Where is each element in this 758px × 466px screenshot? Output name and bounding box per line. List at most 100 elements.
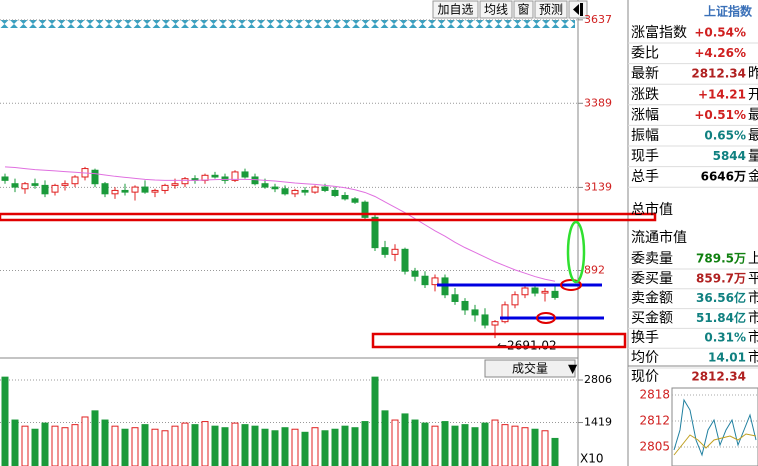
toolbar-button[interactable]: [432, 0, 479, 19]
volume-bar: [171, 425, 179, 466]
volume-bar: [201, 421, 209, 466]
volume-bar: [411, 419, 419, 466]
candle-body: [21, 183, 29, 190]
toolbar: 加自选 均线窗预测: [432, 0, 588, 19]
plot: 3637 3389 3139 892 ←2691.02 2806 1419: [0, 13, 612, 466]
row-value: 0.65%: [704, 129, 746, 143]
row-value: +0.51%: [694, 108, 746, 122]
indicator-button[interactable]: [484, 359, 576, 378]
row-value: 36.56亿: [696, 290, 746, 305]
row-label: 均价: [631, 350, 659, 366]
volume-bar: [231, 422, 239, 466]
volume-bar: [191, 424, 199, 466]
candle-body: [241, 171, 249, 178]
annotation-ellipse: [536, 312, 556, 324]
candle-body: [451, 294, 459, 302]
candle-body: [521, 287, 529, 296]
candle-body: [501, 304, 509, 323]
y-tick-label: 3139: [584, 180, 612, 193]
y-tick-label: 1419: [584, 416, 612, 429]
volume-bar: [391, 419, 399, 466]
candle-body: [301, 189, 309, 193]
row-tail: 市: [748, 329, 758, 346]
candle-body: [1, 176, 9, 181]
panel-title: 上证指数: [704, 4, 753, 19]
row-label: 委买量: [631, 271, 673, 287]
toolbar-button[interactable]: [513, 0, 534, 19]
candle-body: [111, 189, 119, 195]
candle-body: [41, 184, 49, 195]
row-tail: 金: [748, 169, 758, 185]
candle-body: [331, 189, 339, 196]
mini-tick-label: 2812: [639, 414, 670, 428]
row-value: 789.5万: [696, 252, 746, 266]
toolbar-label: 加自选: [437, 3, 473, 17]
candle-body: [61, 183, 69, 186]
dropdown-arrow: ▼: [568, 362, 578, 376]
row-value: 51.84亿: [696, 310, 746, 325]
toolbar-label: 预测: [539, 3, 563, 17]
y-tick-label: 892: [584, 264, 605, 277]
candle-body: [401, 248, 409, 272]
volume-bar: [21, 425, 29, 466]
volume-bar: [521, 427, 529, 466]
row-value: 6646万: [701, 170, 746, 184]
volume-bar: [471, 427, 479, 466]
candle-body: [141, 186, 149, 193]
signal-row: [405, 20, 575, 28]
volume-bar: [61, 427, 69, 466]
candle-body: [321, 186, 329, 191]
mini-tick-label: 2805: [639, 440, 670, 454]
row-label: 振幅: [631, 128, 659, 144]
price-value: 2812.34: [691, 370, 746, 384]
row-tail: 上: [748, 251, 758, 267]
candle-body: [71, 176, 79, 185]
volume-bar: [71, 424, 79, 466]
row-tail: 最: [748, 107, 758, 123]
volume-bar: [441, 421, 449, 466]
volume-bar: [101, 419, 109, 466]
volume-bar: [261, 428, 269, 466]
candle-body: [481, 314, 489, 326]
candle-body: [131, 186, 139, 193]
volume-unit: X10: [580, 452, 604, 466]
volume-bar: [551, 437, 559, 466]
indicator-label: 成交量: [512, 361, 548, 376]
volume-bar: [271, 430, 279, 466]
candle-body: [11, 183, 19, 188]
volume-bar: [41, 422, 49, 466]
candle-body: [211, 174, 219, 178]
volume-bar: [141, 424, 149, 466]
volume-bar: [241, 424, 249, 466]
row-label: 买金额: [631, 310, 673, 326]
row-tail: 平: [748, 271, 758, 287]
candle-body: [511, 294, 519, 306]
volume-bar: [351, 427, 359, 466]
volume-bar: [131, 427, 139, 466]
volume-bar: [281, 427, 289, 466]
candle-body: [31, 183, 39, 186]
row-tail: 昨: [748, 66, 758, 82]
candle-body: [341, 194, 349, 200]
volume-bar: [541, 430, 549, 466]
candle-body: [551, 290, 559, 298]
volume-bar: [371, 376, 379, 466]
toolbar-button[interactable]: [534, 0, 568, 19]
candle-body: [471, 309, 479, 316]
low-label: ←2691.02: [497, 339, 557, 353]
candle-body: [161, 184, 169, 191]
row-label: 总手: [631, 169, 659, 185]
toolbar-button[interactable]: [479, 0, 513, 19]
row-label: 涨跌: [631, 87, 659, 103]
row-label: 换手: [631, 329, 659, 346]
row-value: 0.31%: [704, 331, 746, 345]
volume-bar: [381, 410, 389, 466]
candle-body: [431, 277, 439, 286]
candle-body: [261, 183, 269, 188]
candle-body: [251, 176, 259, 185]
row-label: 委比: [631, 46, 659, 62]
toolbar-label: 均线: [484, 3, 508, 17]
y-tick-label: 3637: [584, 13, 612, 26]
row-label: 现手: [631, 149, 659, 165]
